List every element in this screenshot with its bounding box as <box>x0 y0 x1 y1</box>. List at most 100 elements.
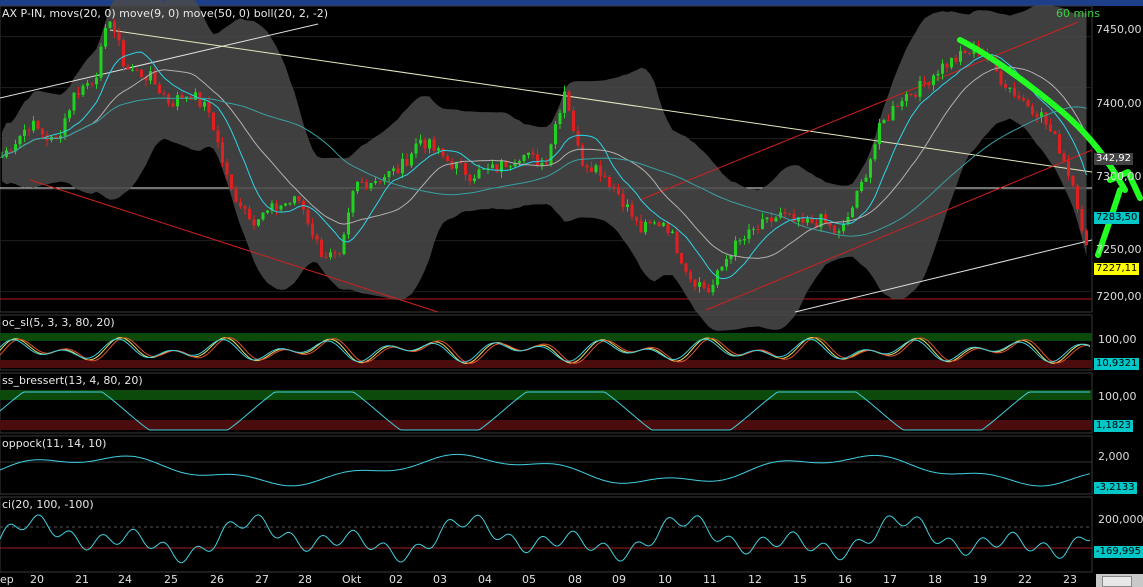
candle-body <box>441 148 445 157</box>
horizontal-scrollbar[interactable] <box>1096 574 1143 587</box>
candle-body <box>423 139 427 149</box>
candle-body <box>527 152 530 156</box>
candle-body <box>945 63 949 68</box>
coppock-panel-header: oppock(11, 14, 10) <box>2 437 107 450</box>
candle-body <box>279 205 283 210</box>
candle-body <box>81 85 85 95</box>
candle-body <box>828 223 832 226</box>
candle-body <box>266 210 269 213</box>
candle-body <box>257 219 260 226</box>
candle-body <box>27 129 31 131</box>
timeframe-label[interactable]: 60 mins <box>1056 7 1100 20</box>
bressert-overbought-zone <box>0 390 1092 400</box>
x-label-19: 19 <box>973 573 987 586</box>
stoch-panel-header: oc_sl(5, 3, 3, 80, 20) <box>2 316 115 329</box>
candle-body <box>554 124 557 145</box>
candle-body <box>18 136 22 145</box>
x-label-15: 15 <box>793 573 807 586</box>
candle-body <box>887 120 890 122</box>
candle-body <box>392 168 395 172</box>
candle-body <box>1031 106 1034 115</box>
candle-body <box>639 220 643 233</box>
cci-panel-header: ci(20, 100, -100) <box>2 498 94 511</box>
value-box-7283: 7283,50 <box>1094 212 1140 224</box>
candle-body <box>680 253 683 264</box>
candle-body <box>824 214 827 224</box>
candle-body <box>725 259 728 267</box>
candle-body <box>734 240 737 256</box>
scrollbar-thumb[interactable] <box>1102 576 1132 587</box>
candle-body <box>608 176 611 187</box>
candle-body <box>432 139 436 151</box>
ma-9-line <box>1 51 1087 280</box>
candle-body <box>504 160 508 168</box>
candle-body <box>68 110 71 119</box>
candle-body <box>549 144 553 165</box>
candle-body <box>342 234 346 255</box>
y-tick-7300: 7300,00 <box>1096 170 1142 183</box>
candle-body <box>590 167 593 172</box>
candle-body <box>837 231 841 233</box>
candle-body <box>401 158 404 174</box>
candle-body <box>378 181 382 183</box>
coppock-panel-frame <box>0 435 1093 495</box>
candle-body <box>882 120 886 123</box>
candle-body <box>225 162 229 175</box>
candle-body <box>1022 98 1025 101</box>
cci-line <box>0 514 1091 564</box>
candle-body <box>698 282 701 287</box>
candle-body <box>1053 131 1057 135</box>
candle-body <box>1076 185 1079 210</box>
candle-body <box>95 77 98 85</box>
candle-body <box>77 92 80 95</box>
bressert-y-tick: 100,00 <box>1098 390 1137 403</box>
candle-body <box>464 163 467 175</box>
candle-body <box>459 161 463 164</box>
candle-body <box>473 178 476 182</box>
candle-body <box>626 204 629 208</box>
candle-body <box>410 153 413 166</box>
candle-body <box>761 219 764 230</box>
candle-body <box>689 271 692 280</box>
candle-body <box>288 203 292 205</box>
candle-body <box>752 229 755 231</box>
coppock-line <box>0 453 1091 487</box>
x-label-03: 03 <box>433 573 447 586</box>
trendline-upper-left <box>0 23 319 99</box>
candle-body <box>653 222 656 224</box>
x-label-27: 27 <box>255 573 269 586</box>
candle-body <box>540 162 544 167</box>
candle-body <box>1026 100 1030 107</box>
value-box-342: 342,92 <box>1094 153 1133 165</box>
candle-body <box>221 142 224 163</box>
x-label-22: 22 <box>1018 573 1032 586</box>
channel-lower-line <box>705 149 1093 311</box>
candle-body <box>666 222 670 233</box>
x-label-20: 20 <box>30 573 44 586</box>
candle-body <box>311 223 314 236</box>
candle-body <box>531 152 535 155</box>
candle-body <box>806 218 809 223</box>
candle-body <box>923 81 926 83</box>
candle-body <box>171 103 175 107</box>
candle-body <box>351 191 355 213</box>
candle-body <box>864 177 868 182</box>
candle-body <box>446 156 449 161</box>
candle-body <box>59 135 62 139</box>
x-label-05: 05 <box>522 573 536 586</box>
value-box-7227: 7227,11 <box>1094 263 1140 275</box>
x-label-24: 24 <box>118 573 132 586</box>
y-tick-7400: 7400,00 <box>1096 97 1142 110</box>
candle-body <box>936 73 940 76</box>
candle-body <box>617 187 620 195</box>
candle-body <box>797 217 800 222</box>
candle-body <box>1067 161 1070 176</box>
trendline-support-white <box>794 239 1093 313</box>
stoch-fast-line <box>0 338 1091 363</box>
candle-body <box>108 21 112 28</box>
candle-body <box>365 181 368 189</box>
candle-body <box>243 206 247 209</box>
candle-body <box>810 218 814 224</box>
candle-body <box>909 94 913 96</box>
